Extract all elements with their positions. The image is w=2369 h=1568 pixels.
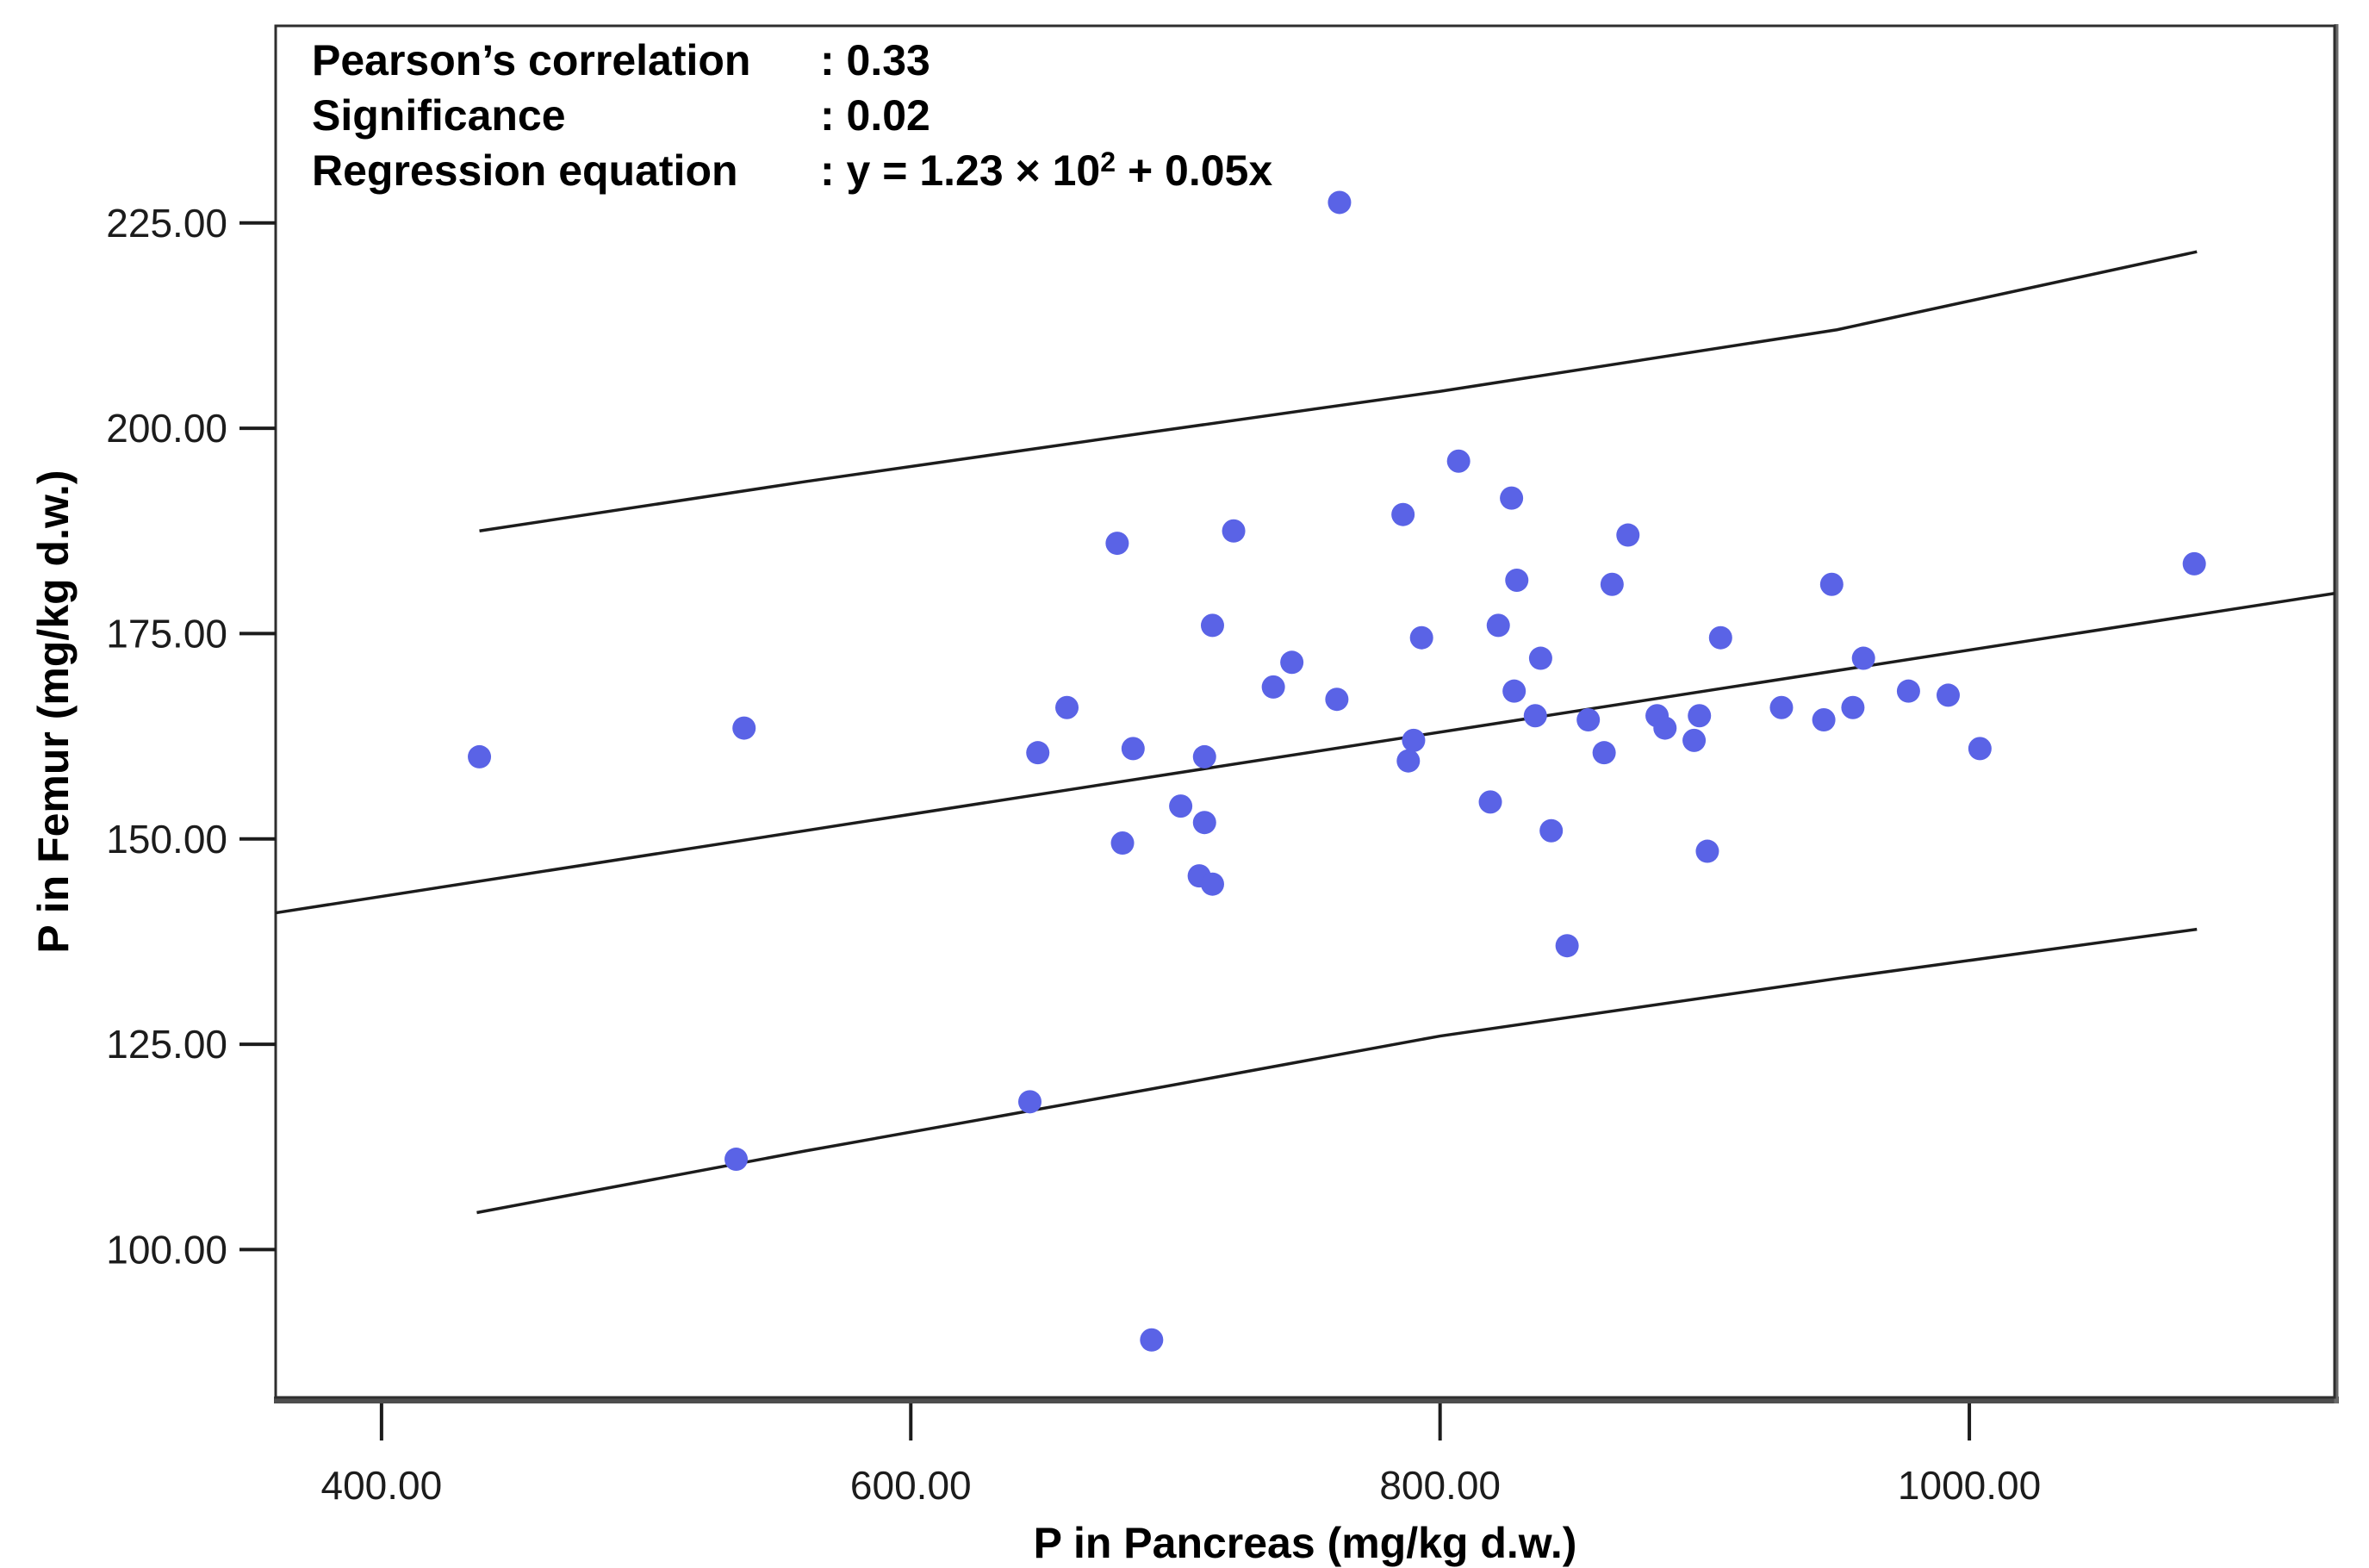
ci-upper-line (479, 250, 2198, 533)
data-point (1478, 790, 1502, 814)
x-tick-label: 400.00 (321, 1463, 443, 1508)
data-point (1328, 190, 1352, 215)
data-point (1110, 831, 1135, 856)
data-point (1502, 679, 1526, 703)
data-point (1409, 625, 1433, 650)
y-tick-label: 225.00 (106, 201, 227, 246)
data-point (1528, 646, 1552, 670)
data-point (1841, 695, 1865, 719)
data-point (1708, 625, 1732, 650)
x-tick-label: 1000.00 (1898, 1463, 2041, 1508)
data-point (1555, 934, 1579, 958)
data-point (1192, 811, 1216, 835)
data-point (1812, 708, 1836, 732)
stats-annotation: Pearson’s correlation : 0.33 Significanc… (312, 33, 1272, 203)
data-point (1200, 872, 1224, 896)
plot-frame (274, 24, 2336, 1399)
ci-lower-line (476, 927, 2198, 1215)
y-tick-label: 150.00 (106, 817, 227, 862)
data-point (1682, 728, 1707, 752)
data-point (1896, 679, 1920, 703)
data-point (1192, 744, 1216, 768)
annotation-row-significance: Significance : 0.02 (312, 88, 1272, 143)
x-axis-title: P in Pancreas (mg/kg d.w.) (1033, 1519, 1577, 1567)
y-tick-label: 125.00 (106, 1022, 227, 1067)
data-point (1261, 675, 1285, 699)
annotation-row-pearson: Pearson’s correlation : 0.33 (312, 33, 1272, 88)
data-point (1396, 749, 1421, 773)
data-point (1105, 532, 1129, 556)
data-point (1819, 572, 1844, 596)
data-point (1500, 486, 1524, 510)
data-point (2182, 551, 2206, 576)
x-tick-label: 600.00 (850, 1463, 972, 1508)
data-point (1486, 613, 1510, 638)
data-point (1055, 695, 1079, 719)
y-tick-label: 100.00 (106, 1228, 227, 1272)
data-point (1280, 650, 1304, 675)
data-point (1576, 708, 1601, 732)
regression-line (275, 591, 2335, 915)
pearson-label: Pearson’s correlation (312, 36, 751, 84)
data-point (1200, 613, 1224, 638)
equation-exponent: 2 (1100, 146, 1116, 177)
data-point (1769, 695, 1794, 719)
data-point (1688, 704, 1712, 728)
data-point (732, 716, 756, 740)
data-point (1600, 572, 1624, 596)
data-point (1523, 704, 1547, 728)
data-point (1325, 688, 1349, 712)
data-point (1169, 794, 1193, 818)
data-point (1968, 737, 1992, 761)
data-point (1140, 1328, 1164, 1352)
significance-label: Significance (312, 91, 566, 140)
data-point (1539, 818, 1564, 843)
data-point (468, 744, 492, 768)
data-point (1653, 716, 1677, 740)
equation-value: : y = 1.23 × 102 + 0.05x (820, 146, 1273, 195)
pearson-value: : 0.33 (820, 36, 930, 84)
data-point (1936, 683, 1960, 707)
y-tick-label: 200.00 (106, 406, 227, 451)
data-point (1592, 741, 1616, 765)
y-tick-label: 175.00 (106, 612, 227, 656)
data-point (1505, 568, 1529, 592)
y-axis-title: P in Femur (mg/kg d.w.) (29, 470, 78, 954)
equation-label: Regression equation (312, 146, 738, 195)
x-tick-label: 800.00 (1379, 1463, 1501, 1508)
data-point (1391, 502, 1415, 526)
annotation-row-equation: Regression equation : y = 1.23 × 102 + 0… (312, 143, 1272, 203)
data-point (1018, 1090, 1042, 1114)
data-point (1222, 519, 1246, 543)
data-point (1695, 839, 1719, 863)
data-point (1026, 741, 1050, 765)
data-point (1402, 728, 1426, 752)
data-point (1851, 646, 1875, 670)
data-point (1446, 449, 1471, 473)
data-point (724, 1148, 749, 1172)
data-point (1616, 523, 1640, 547)
significance-value: : 0.02 (820, 91, 930, 140)
data-point (1121, 737, 1145, 761)
